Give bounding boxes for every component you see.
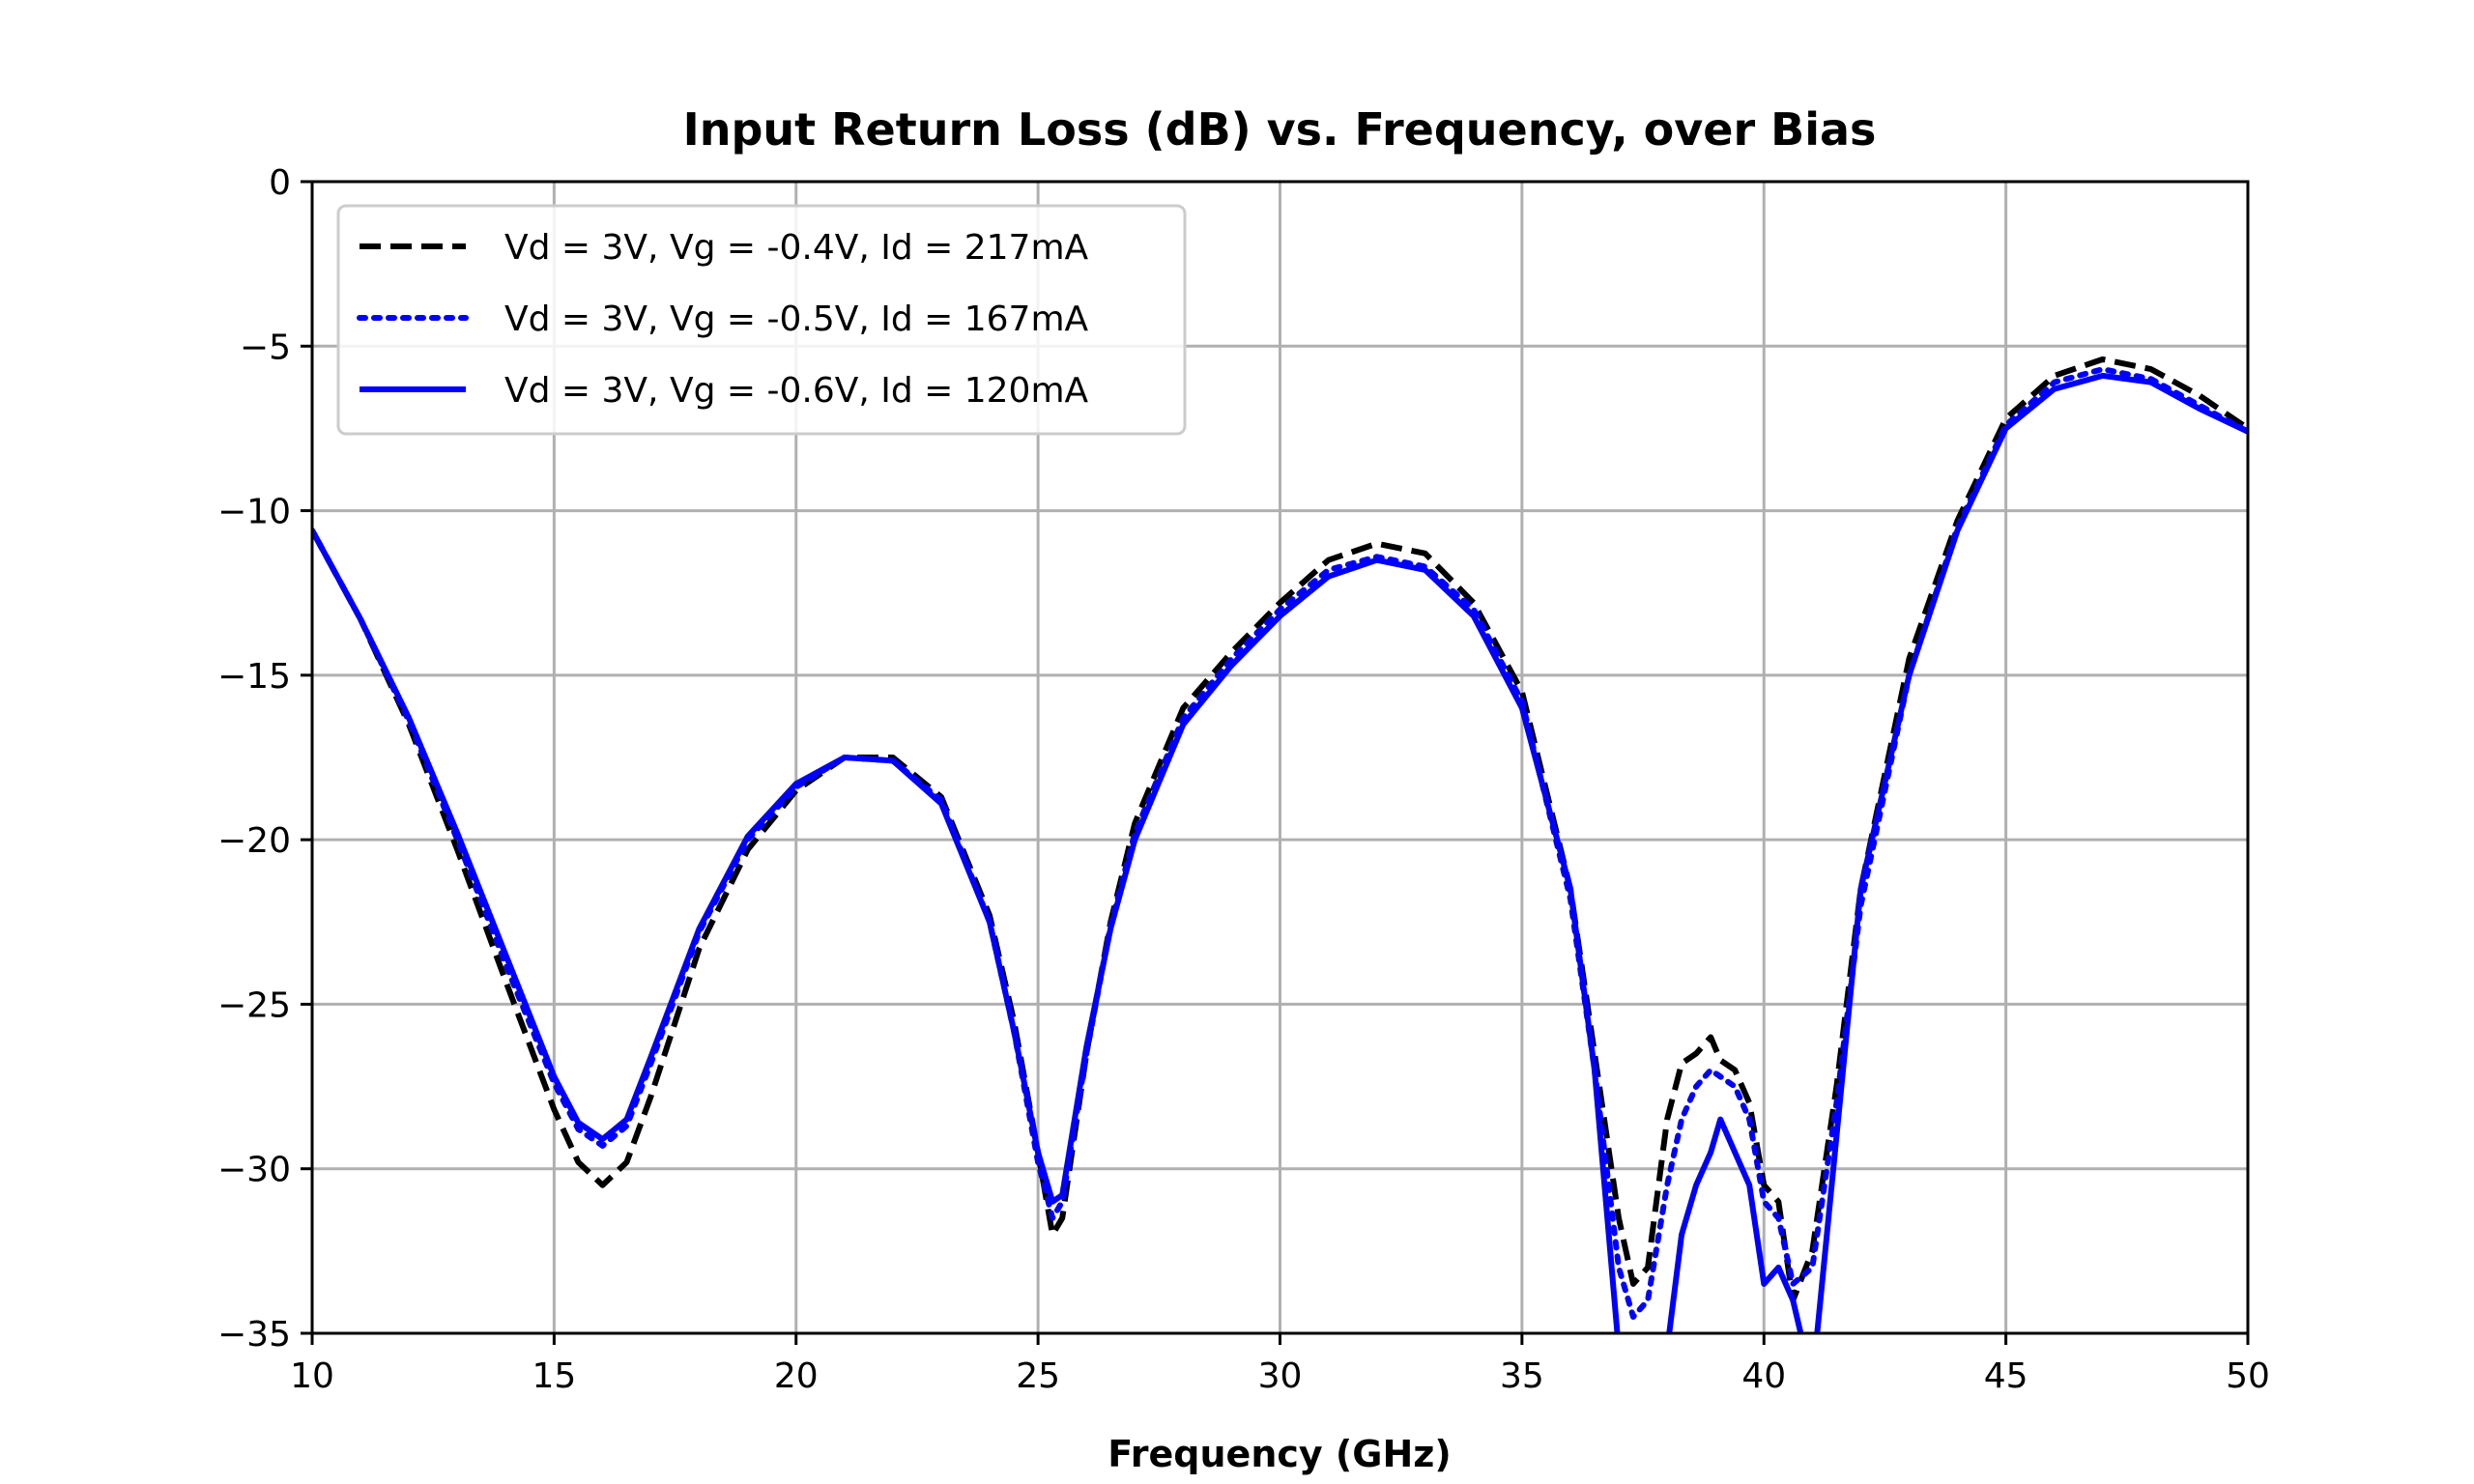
- legend-box: [336, 204, 1187, 436]
- y-tick-label: −30: [217, 1151, 291, 1190]
- x-tick-label: 20: [774, 1356, 819, 1396]
- x-tick-label: 45: [1984, 1356, 2028, 1396]
- legend-label-1: Vd = 3V, Vg = -0.4V, Id = 217mA: [504, 228, 1089, 268]
- x-tick-label: 50: [2226, 1356, 2270, 1396]
- series-line-3: [312, 372, 2248, 1333]
- x-tick-label: 40: [1741, 1356, 1786, 1396]
- y-tick-label: −15: [217, 657, 291, 697]
- legend-label-3: Vd = 3V, Vg = -0.6V, Id = 120mA: [504, 371, 1089, 411]
- y-tick-label: −20: [217, 821, 291, 861]
- series-line-1: [312, 356, 2248, 1303]
- series-group: [312, 356, 2248, 1333]
- y-tick-label: −5: [240, 328, 291, 367]
- x-tick-label: 25: [1016, 1356, 1060, 1396]
- x-tick-label: 30: [1258, 1356, 1303, 1396]
- legend: Vd = 3V, Vg = -0.4V, Id = 217mA Vd = 3V, …: [336, 204, 1187, 436]
- axis-ticks: 10 15 20 25 30 35 40 45 50 0 −5 −10 −15 −20 −25 −30 −35: [217, 163, 2270, 1396]
- x-tick-label: 15: [532, 1356, 576, 1396]
- y-tick-label: 0: [269, 163, 291, 203]
- y-tick-label: −10: [217, 493, 291, 532]
- x-axis-label: Frequency (GHz): [1108, 1433, 1452, 1475]
- y-tick-label: −35: [217, 1315, 291, 1355]
- legend-label-2: Vd = 3V, Vg = -0.5V, Id = 167mA: [504, 300, 1089, 339]
- x-tick-label: 10: [290, 1356, 334, 1396]
- x-tick-label: 35: [1500, 1356, 1544, 1396]
- y-tick-label: −25: [217, 985, 291, 1025]
- chart-title: Input Return Loss (dB) vs. Frequency, ov…: [683, 103, 1877, 156]
